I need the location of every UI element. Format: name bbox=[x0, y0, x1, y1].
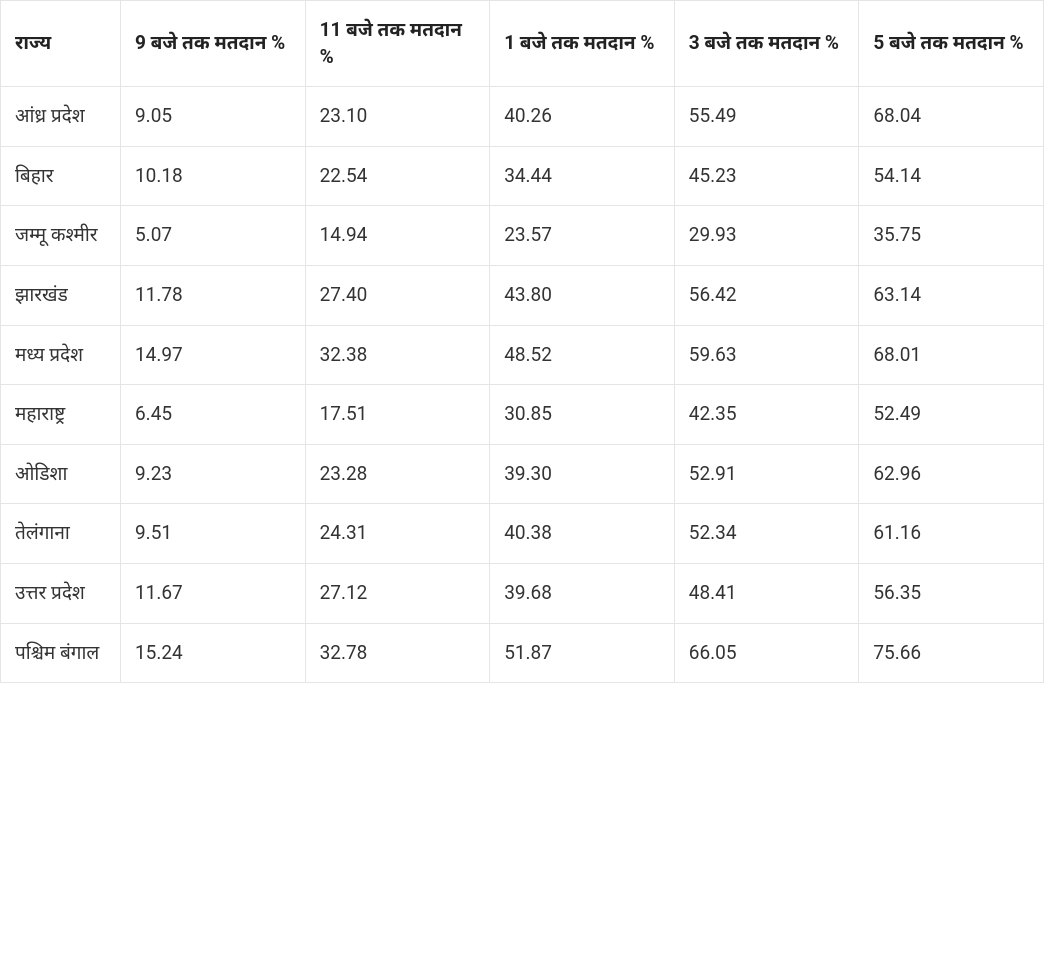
table-row: ओडिशा 9.23 23.28 39.30 52.91 62.96 bbox=[1, 444, 1044, 504]
voting-3pm: 42.35 bbox=[674, 385, 859, 445]
table-row: तेलंगाना 9.51 24.31 40.38 52.34 61.16 bbox=[1, 504, 1044, 564]
voting-1pm: 39.68 bbox=[490, 563, 675, 623]
voting-3pm: 66.05 bbox=[674, 623, 859, 683]
voting-9am: 15.24 bbox=[121, 623, 306, 683]
voting-5pm: 75.66 bbox=[859, 623, 1044, 683]
column-header-3pm: 3 बजे तक मतदान % bbox=[674, 1, 859, 87]
voting-11am: 32.38 bbox=[305, 325, 490, 385]
state-name: महाराष्ट्र bbox=[1, 385, 121, 445]
state-name: तेलंगाना bbox=[1, 504, 121, 564]
table-row: पश्चिम बंगाल 15.24 32.78 51.87 66.05 75.… bbox=[1, 623, 1044, 683]
voting-11am: 14.94 bbox=[305, 206, 490, 266]
voting-5pm: 35.75 bbox=[859, 206, 1044, 266]
voting-11am: 32.78 bbox=[305, 623, 490, 683]
voting-3pm: 29.93 bbox=[674, 206, 859, 266]
state-name: पश्चिम बंगाल bbox=[1, 623, 121, 683]
voting-5pm: 52.49 bbox=[859, 385, 1044, 445]
column-header-11am: 11 बजे तक मतदान % bbox=[305, 1, 490, 87]
voting-9am: 6.45 bbox=[121, 385, 306, 445]
voting-1pm: 40.38 bbox=[490, 504, 675, 564]
voting-5pm: 56.35 bbox=[859, 563, 1044, 623]
voting-9am: 5.07 bbox=[121, 206, 306, 266]
table-header-row: राज्य 9 बजे तक मतदान % 11 बजे तक मतदान %… bbox=[1, 1, 1044, 87]
voting-9am: 14.97 bbox=[121, 325, 306, 385]
table-row: बिहार 10.18 22.54 34.44 45.23 54.14 bbox=[1, 146, 1044, 206]
column-header-state: राज्य bbox=[1, 1, 121, 87]
table-row: मध्य प्रदेश 14.97 32.38 48.52 59.63 68.0… bbox=[1, 325, 1044, 385]
voting-1pm: 43.80 bbox=[490, 265, 675, 325]
column-header-1pm: 1 बजे तक मतदान % bbox=[490, 1, 675, 87]
voting-11am: 22.54 bbox=[305, 146, 490, 206]
voting-9am: 10.18 bbox=[121, 146, 306, 206]
state-name: ओडिशा bbox=[1, 444, 121, 504]
table-row: जम्मू कश्मीर 5.07 14.94 23.57 29.93 35.7… bbox=[1, 206, 1044, 266]
table-row: आंध्र प्रदेश 9.05 23.10 40.26 55.49 68.0… bbox=[1, 87, 1044, 147]
table-header: राज्य 9 बजे तक मतदान % 11 बजे तक मतदान %… bbox=[1, 1, 1044, 87]
voting-5pm: 62.96 bbox=[859, 444, 1044, 504]
voting-11am: 24.31 bbox=[305, 504, 490, 564]
state-name: बिहार bbox=[1, 146, 121, 206]
voting-9am: 11.67 bbox=[121, 563, 306, 623]
voting-5pm: 68.01 bbox=[859, 325, 1044, 385]
voting-1pm: 39.30 bbox=[490, 444, 675, 504]
state-name: मध्य प्रदेश bbox=[1, 325, 121, 385]
voting-11am: 27.12 bbox=[305, 563, 490, 623]
voting-5pm: 68.04 bbox=[859, 87, 1044, 147]
voting-3pm: 45.23 bbox=[674, 146, 859, 206]
voting-5pm: 63.14 bbox=[859, 265, 1044, 325]
voting-3pm: 56.42 bbox=[674, 265, 859, 325]
voting-1pm: 51.87 bbox=[490, 623, 675, 683]
voting-9am: 9.51 bbox=[121, 504, 306, 564]
voting-1pm: 40.26 bbox=[490, 87, 675, 147]
voting-1pm: 48.52 bbox=[490, 325, 675, 385]
voting-3pm: 59.63 bbox=[674, 325, 859, 385]
voting-3pm: 48.41 bbox=[674, 563, 859, 623]
voting-5pm: 54.14 bbox=[859, 146, 1044, 206]
state-name: उत्तर प्रदेश bbox=[1, 563, 121, 623]
voting-9am: 11.78 bbox=[121, 265, 306, 325]
voting-5pm: 61.16 bbox=[859, 504, 1044, 564]
voting-11am: 17.51 bbox=[305, 385, 490, 445]
voting-1pm: 23.57 bbox=[490, 206, 675, 266]
voting-3pm: 52.34 bbox=[674, 504, 859, 564]
voting-3pm: 55.49 bbox=[674, 87, 859, 147]
column-header-5pm: 5 बजे तक मतदान % bbox=[859, 1, 1044, 87]
state-name: झारखंड bbox=[1, 265, 121, 325]
voting-1pm: 30.85 bbox=[490, 385, 675, 445]
state-name: आंध्र प्रदेश bbox=[1, 87, 121, 147]
voting-11am: 23.10 bbox=[305, 87, 490, 147]
voting-3pm: 52.91 bbox=[674, 444, 859, 504]
table-row: महाराष्ट्र 6.45 17.51 30.85 42.35 52.49 bbox=[1, 385, 1044, 445]
voting-11am: 23.28 bbox=[305, 444, 490, 504]
table-row: उत्तर प्रदेश 11.67 27.12 39.68 48.41 56.… bbox=[1, 563, 1044, 623]
voting-1pm: 34.44 bbox=[490, 146, 675, 206]
voting-11am: 27.40 bbox=[305, 265, 490, 325]
table-body: आंध्र प्रदेश 9.05 23.10 40.26 55.49 68.0… bbox=[1, 87, 1044, 683]
voting-9am: 9.05 bbox=[121, 87, 306, 147]
column-header-9am: 9 बजे तक मतदान % bbox=[121, 1, 306, 87]
state-name: जम्मू कश्मीर bbox=[1, 206, 121, 266]
voting-9am: 9.23 bbox=[121, 444, 306, 504]
table-row: झारखंड 11.78 27.40 43.80 56.42 63.14 bbox=[1, 265, 1044, 325]
voting-percentage-table: राज्य 9 बजे तक मतदान % 11 बजे तक मतदान %… bbox=[0, 0, 1044, 683]
